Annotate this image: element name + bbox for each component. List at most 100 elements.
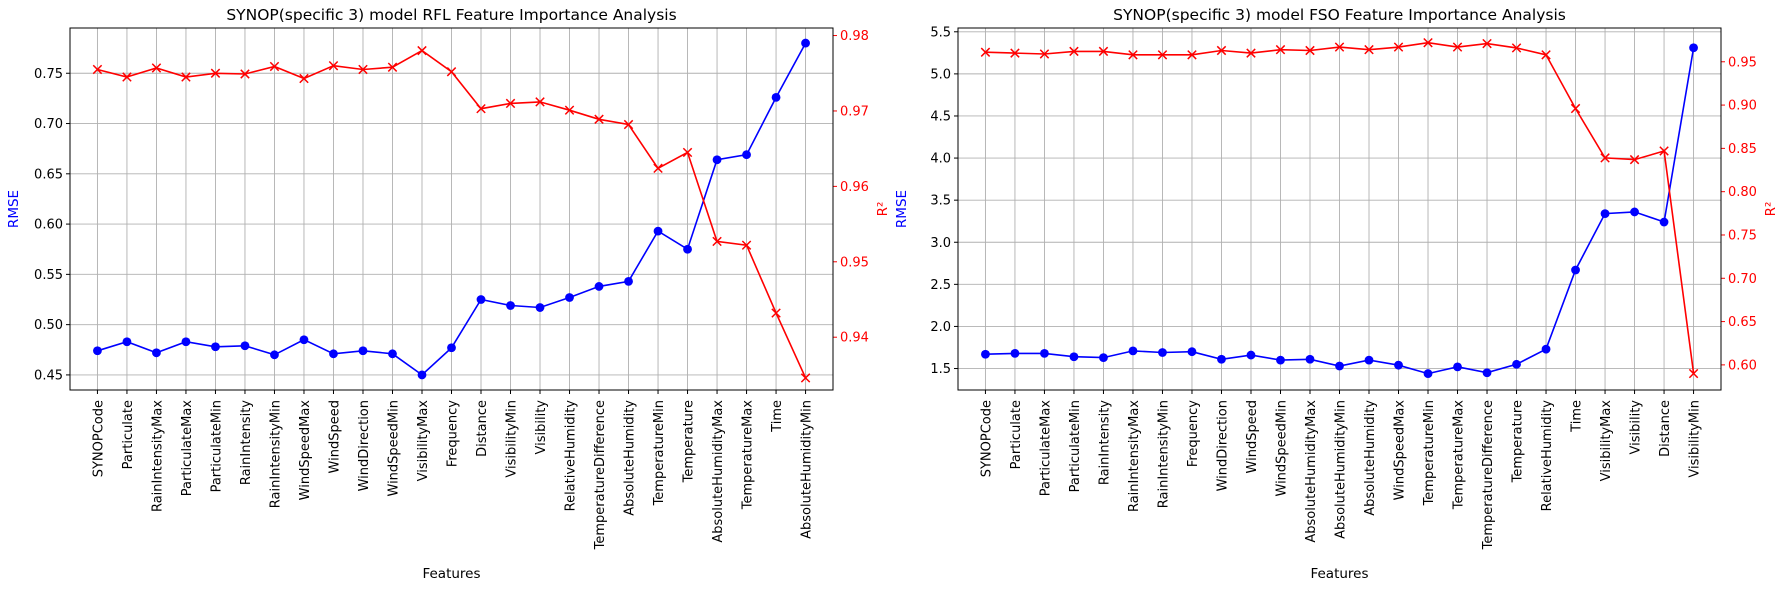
x-tick-label: TemperatureDifference	[593, 400, 608, 550]
x-tick-label: Visibility	[534, 400, 549, 455]
r2-point	[1010, 48, 1020, 58]
rmse-point	[270, 350, 279, 360]
rmse-point	[1630, 207, 1639, 217]
y-tick-label: 4.0	[930, 152, 951, 167]
r2-point	[1423, 37, 1433, 48]
r2-point	[1098, 46, 1109, 57]
rmse-point	[152, 348, 161, 358]
rmse-point	[1128, 346, 1138, 356]
x-tick-label: RainIntensityMin	[268, 400, 283, 508]
rmse-point	[388, 349, 397, 359]
x-tick-label: RainIntensityMin	[1156, 400, 1171, 508]
y2-tick-label: 0.85	[1728, 142, 1757, 157]
y-tick-label: 2.0	[930, 320, 951, 335]
rmse-point	[1010, 348, 1020, 358]
chart-title: SYNOP(specific 3) model FSO Feature Impo…	[1113, 6, 1566, 24]
y2-tick-label: 0.95	[1728, 55, 1757, 70]
x-tick-label: Distance	[1658, 400, 1673, 457]
x-tick-label: AbsoluteHumidity	[1363, 400, 1378, 516]
rmse-point	[1158, 348, 1167, 357]
r2-point	[358, 64, 368, 75]
y2-axis-label: R²	[875, 202, 891, 217]
y-tick-label: 3.5	[930, 194, 951, 209]
x-tick-label: TemperatureMin	[652, 400, 667, 506]
rmse-point	[981, 349, 990, 359]
r2-point	[594, 114, 604, 124]
x-tick-label: ParticulateMax	[180, 400, 195, 497]
x-tick-label: RainIntensity	[1097, 400, 1112, 485]
x-tick-label: VisibilityMax	[1599, 400, 1614, 482]
r2-point	[1157, 50, 1168, 60]
y2-tick-label: 0.60	[1728, 358, 1757, 373]
x-tick-label: TemperatureMax	[1452, 400, 1467, 511]
r2-point	[446, 67, 457, 77]
r2-point	[92, 64, 103, 75]
y-tick-label: 0.65	[34, 167, 63, 182]
r2-point	[653, 163, 663, 174]
x-tick-label: RelativeHumidity	[564, 400, 579, 512]
r2-point	[299, 73, 309, 84]
x-tick-label: WindSpeedMin	[386, 400, 401, 497]
x-tick-label: Frequency	[1186, 400, 1201, 467]
x-axis-label: Features	[1310, 566, 1368, 582]
rmse-point	[1659, 217, 1669, 227]
rmse-point	[506, 301, 515, 310]
x-tick-label: VisibilityMin	[1688, 400, 1703, 478]
y-tick-label: 4.5	[930, 109, 951, 124]
r2-point	[1039, 49, 1050, 59]
rmse-point	[1099, 353, 1108, 362]
y-tick-label: 2.5	[930, 278, 951, 293]
x-tick-label: WindSpeedMax	[298, 400, 313, 501]
x-tick-label: Temperature	[1511, 400, 1526, 483]
r2-point	[151, 63, 162, 73]
x-tick-label: WindSpeed	[1245, 400, 1260, 473]
rmse-point	[447, 343, 456, 353]
x-tick-label: AbsoluteHumidityMax	[1304, 400, 1319, 543]
r2-point	[1216, 45, 1227, 56]
rmse-point	[1423, 369, 1433, 378]
y-tick-label: 3.0	[930, 236, 951, 251]
r2-point	[1275, 44, 1286, 55]
rmse-point	[1276, 355, 1285, 365]
x-tick-label: Time	[770, 400, 785, 433]
rmse-point	[535, 303, 545, 312]
x-axis-label: Features	[422, 566, 480, 582]
y-axis-label: RMSE	[6, 190, 22, 228]
y-tick-label: 5.0	[930, 67, 951, 82]
y-axis-label: RMSE	[894, 190, 910, 228]
r2-point	[476, 103, 486, 114]
y-tick-label: 0.50	[34, 318, 63, 333]
x-tick-label: TemperatureMin	[1422, 400, 1437, 506]
r2-point	[1334, 42, 1345, 52]
rmse-point	[181, 337, 191, 347]
x-tick-label: WindSpeedMin	[1274, 400, 1289, 497]
rmse-point	[417, 370, 427, 380]
r2-point	[240, 69, 250, 79]
rmse-point	[712, 155, 722, 165]
y-tick-label: 5.5	[930, 25, 951, 40]
rmse-point	[93, 346, 102, 356]
r2-point	[1187, 50, 1197, 60]
x-tick-label: TemperatureDifference	[1481, 400, 1496, 550]
r2-point	[1629, 154, 1640, 165]
r2-point	[1069, 46, 1079, 57]
r2-point	[712, 236, 722, 247]
y2-tick-label: 0.80	[1728, 185, 1757, 200]
y-tick-label: 0.70	[34, 117, 63, 132]
rmse-point	[1246, 350, 1256, 360]
y2-tick-label: 0.96	[840, 180, 869, 195]
rmse-point	[683, 244, 692, 254]
y2-tick-label: 0.95	[840, 255, 869, 270]
rmse-point	[476, 295, 486, 304]
plot-frame	[957, 27, 1722, 391]
x-tick-label: WindSpeedMax	[1393, 400, 1408, 501]
r2-point	[1659, 146, 1669, 156]
rmse-point	[771, 92, 781, 102]
y2-axis-label: R²	[1763, 202, 1779, 217]
x-tick-label: Visibility	[1629, 400, 1644, 455]
rmse-point	[565, 293, 574, 302]
rmse-point	[801, 38, 810, 48]
rmse-point	[1364, 355, 1374, 365]
rmse-point	[653, 226, 663, 236]
r2-point	[417, 45, 427, 56]
